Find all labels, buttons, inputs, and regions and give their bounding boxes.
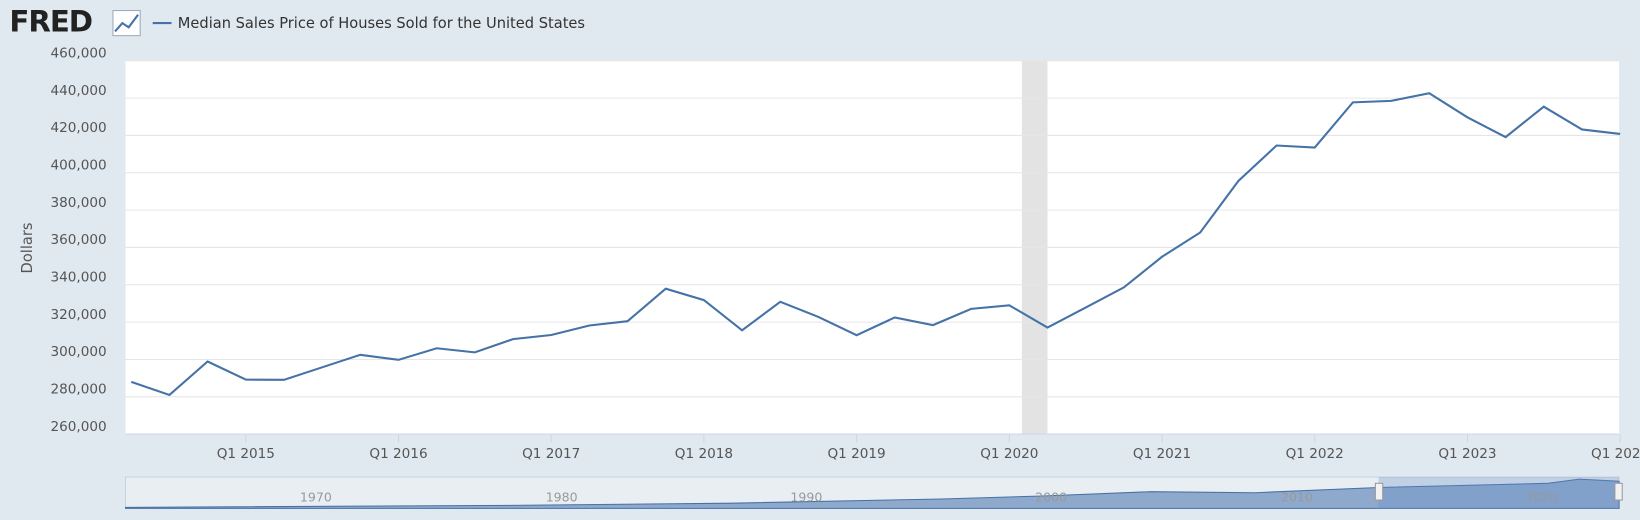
data-line (130, 92, 1621, 397)
x-tick-label: Q1 2016 (369, 446, 427, 462)
x-tick-label: Q1 2023 (1438, 446, 1496, 462)
navigator-label: 2000 (1035, 489, 1067, 504)
logo-icon-line (114, 14, 139, 33)
navigator-label: 1970 (300, 489, 332, 504)
x-tick-label: Q1 2021 (1133, 446, 1191, 462)
navigator-label: 1990 (790, 489, 822, 504)
x-tick-label: Q1 2018 (675, 446, 733, 462)
y-axis-title: Dollars (19, 223, 36, 274)
navigator-label: 2010 (1281, 489, 1313, 504)
y-tick-label: 320,000 (51, 307, 107, 323)
logo: FRED (9, 5, 92, 39)
y-tick-label: 280,000 (51, 381, 107, 397)
y-tick-label: 260,000 (51, 419, 107, 435)
logo-icon (112, 10, 141, 37)
x-tick-label: Q1 2019 (828, 446, 886, 462)
x-tick-label: Q1 2017 (522, 446, 580, 462)
navigator-selection[interactable] (1378, 477, 1620, 509)
navigator-label: 2020 (1526, 489, 1558, 504)
y-tick-label: 300,000 (51, 344, 107, 360)
x-tick-label: Q1 2015 (217, 446, 275, 462)
navigator-label: 1980 (546, 489, 578, 504)
x-tick-label: Q1 2020 (980, 446, 1038, 462)
x-tick-label: Q1 2024 (1591, 446, 1640, 462)
navigator-handle[interactable] (1374, 482, 1384, 501)
y-tick-label: 340,000 (51, 269, 107, 285)
y-tick-label: 420,000 (51, 120, 107, 136)
y-tick-label: 360,000 (51, 232, 107, 248)
x-tick-label: Q1 2022 (1286, 446, 1344, 462)
y-tick-label: 440,000 (51, 83, 107, 99)
navigator-handle[interactable] (1614, 482, 1623, 501)
y-tick-label: 400,000 (51, 157, 107, 173)
y-tick-label: 460,000 (51, 45, 107, 61)
legend-label: Median Sales Price of Houses Sold for th… (178, 15, 585, 32)
y-tick-label: 380,000 (51, 195, 107, 211)
